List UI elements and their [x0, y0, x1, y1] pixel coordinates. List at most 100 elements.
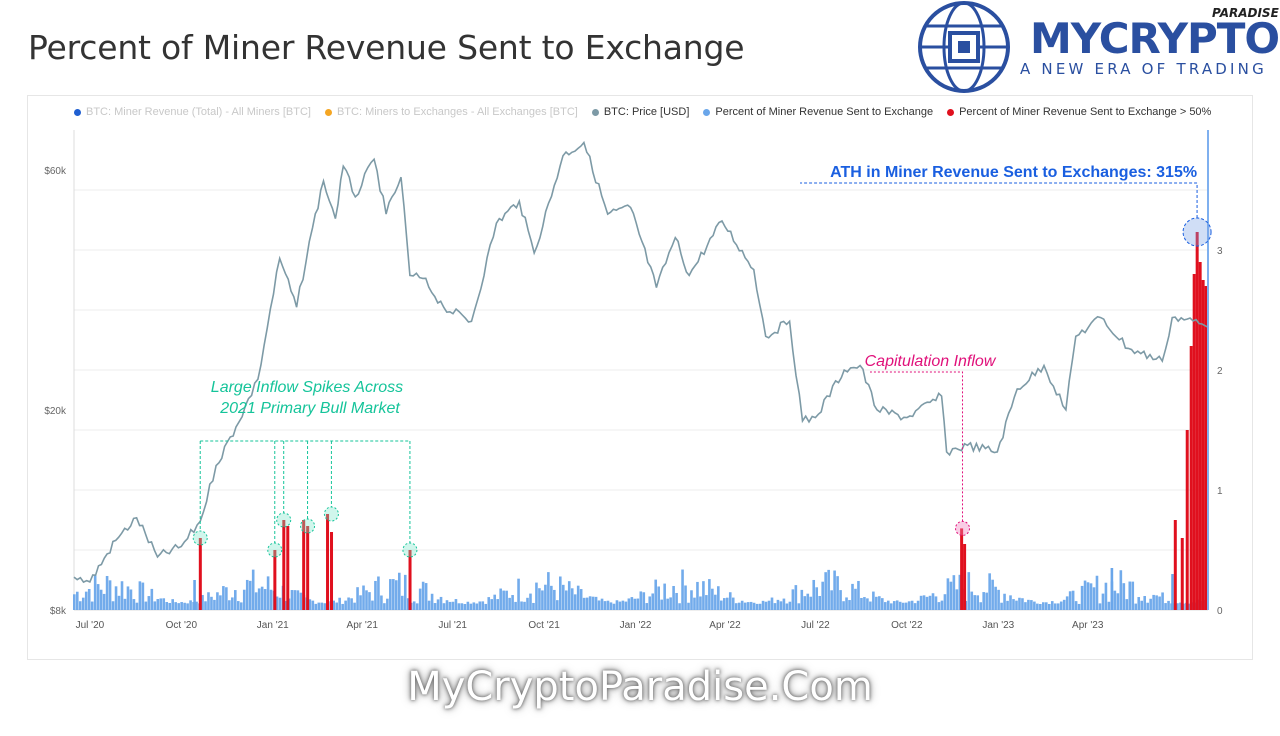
page-title: Percent of Miner Revenue Sent to Exchang…: [28, 28, 745, 67]
percent-bar: [627, 598, 631, 610]
percent-bar: [511, 595, 514, 610]
percent-bar: [824, 572, 827, 610]
percent-bar: [809, 596, 813, 610]
percent-bar: [812, 579, 816, 610]
legend-item-miners-to-exchanges[interactable]: BTC: Miners to Exchanges - All Exchanges…: [324, 106, 578, 118]
percent-bar: [1068, 591, 1072, 610]
percent-bar: [189, 600, 192, 610]
percent-bar: [720, 600, 723, 610]
percent-bar: [296, 590, 300, 610]
percent-bar: [973, 595, 977, 610]
percent-over-50-bar: [963, 544, 967, 610]
percent-over-50-bar: [282, 520, 286, 610]
percent-bar: [955, 589, 959, 610]
percent-bar: [395, 580, 398, 610]
percent-bar: [535, 582, 538, 610]
logo-superscript: PARADISE: [1212, 6, 1279, 20]
percent-bar: [541, 590, 544, 610]
percent-bar: [559, 576, 562, 610]
x-tick-label: Oct '21: [528, 620, 560, 631]
percent-bar: [997, 589, 1000, 610]
percent-bar: [508, 597, 511, 610]
percent-bar: [591, 596, 595, 610]
percent-bar: [344, 600, 347, 610]
percent-bar: [505, 590, 508, 610]
percent-bar: [696, 581, 699, 610]
percent-over-50-bar: [1192, 274, 1196, 610]
percent-bar: [186, 603, 189, 610]
legend-item-percent[interactable]: Percent of Miner Revenue Sent to Exchang…: [703, 106, 933, 118]
percent-bar: [1089, 583, 1093, 610]
percent-bar: [883, 602, 887, 610]
percent-bar: [889, 603, 893, 610]
percent-bar: [669, 597, 672, 610]
percent-bar: [1050, 601, 1054, 610]
percent-bar: [1080, 585, 1084, 610]
percent-bar: [397, 572, 401, 610]
percent-bar: [1155, 595, 1158, 610]
percent-bar: [389, 579, 392, 610]
percent-bar: [341, 603, 344, 610]
percent-bar: [171, 599, 174, 610]
percent-bar: [872, 591, 875, 610]
percent-bar: [436, 599, 440, 610]
percent-bar: [460, 603, 464, 610]
percent-bar: [377, 576, 380, 610]
percent-bar: [931, 593, 935, 610]
percent-bar: [1131, 581, 1135, 610]
percent-bar: [1164, 603, 1167, 610]
percent-bar: [919, 595, 923, 610]
percent-bar: [648, 596, 652, 610]
percent-bar: [323, 603, 327, 610]
y-left-tick-label: $60k: [44, 166, 67, 177]
percent-bar: [526, 597, 529, 610]
percent-bar: [78, 601, 82, 610]
percent-bar: [672, 585, 675, 610]
x-tick-label: Jul '20: [76, 620, 105, 631]
percent-bar: [818, 595, 821, 610]
percent-bar: [860, 597, 863, 610]
legend-dot: [324, 108, 332, 116]
percent-bar: [851, 583, 854, 610]
x-tick-label: Apr '23: [1072, 620, 1104, 631]
percent-bar: [1065, 596, 1069, 610]
legend-item-percent-over-50[interactable]: Percent of Miner Revenue Sent to Exchang…: [947, 106, 1211, 118]
percent-bar: [797, 603, 801, 610]
legend-label: BTC: Price [USD]: [603, 106, 690, 118]
percent-bar: [639, 591, 643, 610]
legend-item-price[interactable]: BTC: Price [USD]: [591, 106, 690, 118]
capitulation-leader: [870, 371, 964, 522]
percent-bar: [421, 581, 425, 610]
percent-bar: [737, 602, 741, 610]
percent-bar: [666, 598, 669, 610]
percent-over-50-bar: [1204, 286, 1208, 610]
legend-item-miner-revenue[interactable]: BTC: Miner Revenue (Total) - All Miners …: [74, 106, 311, 118]
percent-bar: [779, 601, 783, 610]
percent-bar: [514, 601, 517, 610]
percent-bar: [821, 581, 824, 610]
percent-bar: [544, 584, 547, 610]
percent-over-50-bar: [1201, 280, 1205, 610]
percent-bar: [1167, 600, 1170, 610]
percent-bar: [114, 586, 118, 610]
percent-bar: [681, 569, 684, 610]
percent-bar: [457, 603, 461, 610]
percent-bar: [839, 590, 842, 610]
percent-bar: [204, 601, 207, 610]
percent-bar: [949, 581, 953, 610]
percent-bar: [284, 601, 288, 610]
percent-bar: [254, 592, 258, 610]
percent-bar: [73, 594, 76, 610]
percent-bar: [141, 582, 145, 610]
percent-bar: [1149, 598, 1152, 610]
percent-bar: [1006, 600, 1009, 610]
percent-bar: [579, 589, 583, 610]
percent-bar: [392, 579, 395, 610]
percent-bar: [1179, 602, 1182, 610]
percent-bar: [749, 601, 753, 610]
percent-bar: [216, 592, 219, 610]
percent-bar: [1137, 597, 1141, 610]
btc-price-line: [73, 140, 1209, 584]
percent-bar: [165, 602, 169, 610]
percent-bar: [1128, 581, 1132, 610]
